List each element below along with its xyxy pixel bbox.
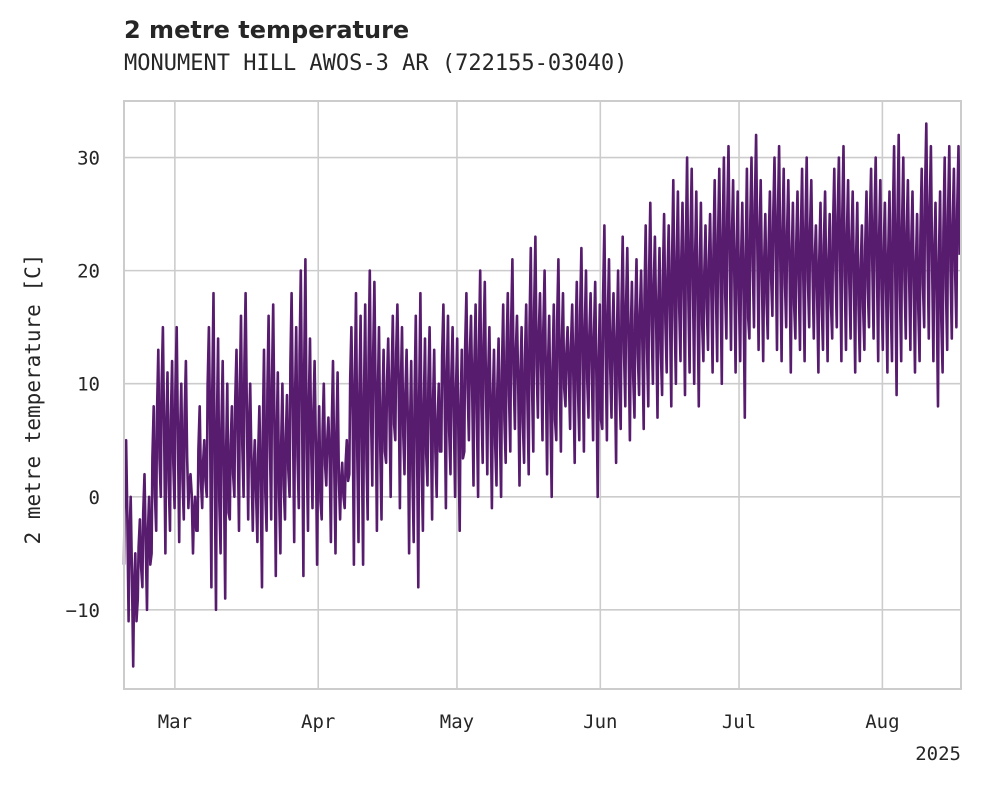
x-tick-label: Apr <box>301 711 335 733</box>
y-axis-label: 2 metre temperature [C] <box>21 254 45 545</box>
chart-subtitle: MONUMENT HILL AWOS-3 AR (722155-03040) <box>124 51 628 76</box>
y-tick-label: 10 <box>77 374 100 396</box>
y-tick-label: −10 <box>66 600 100 622</box>
x-tick-label: Aug <box>865 711 899 733</box>
series-layer <box>122 122 961 668</box>
x-year-label: 2025 <box>915 743 961 765</box>
y-tick-label: 20 <box>77 261 100 283</box>
temperature-series-line <box>122 122 961 668</box>
x-tick-label: May <box>440 711 474 733</box>
x-tick-label: Jul <box>722 711 756 733</box>
x-tick-label: Jun <box>583 711 617 733</box>
chart-title: 2 metre temperature <box>124 16 410 44</box>
y-tick-label: 0 <box>89 487 100 509</box>
y-tick-label: 30 <box>77 148 100 170</box>
plot-frame <box>123 100 962 690</box>
x-tick-label: Mar <box>158 711 192 733</box>
tick-labels: −10 0 10 20 30 Mar Apr May Jun Jul Aug <box>66 148 900 733</box>
